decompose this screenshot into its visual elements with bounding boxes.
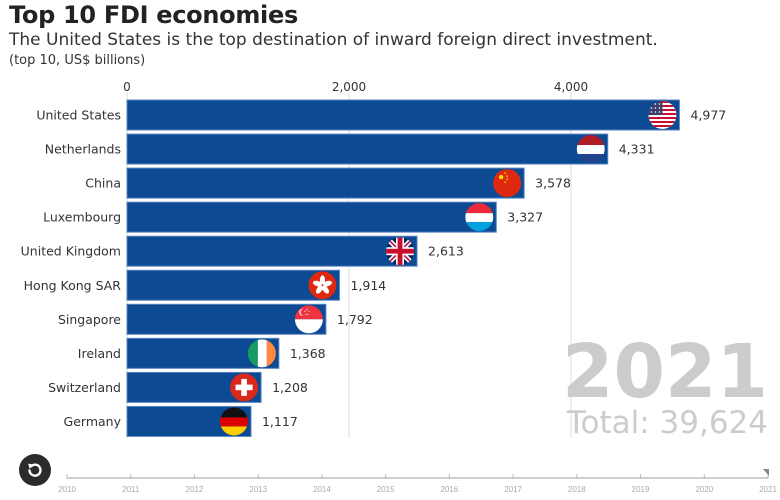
value-label: 1,368 <box>290 346 326 361</box>
replay-button[interactable] <box>19 454 51 486</box>
chart-title: Top 10 FDI economies <box>9 1 298 29</box>
bar-row: Hong Kong SAR 1,914 <box>24 269 386 301</box>
bar <box>126 133 609 165</box>
timeline-year-label[interactable]: 2019 <box>632 485 650 494</box>
bar-row: United States 4,977 <box>36 99 726 131</box>
timeline-year-label[interactable]: 2018 <box>568 485 586 494</box>
uk-flag-icon <box>386 237 415 266</box>
hong-kong-flag-icon <box>308 271 337 300</box>
netherlands-flag-icon <box>576 135 605 164</box>
value-label: 4,331 <box>619 142 655 157</box>
bar <box>126 201 497 233</box>
bar <box>126 269 340 301</box>
value-label: 1,792 <box>337 312 373 327</box>
value-label: 1,208 <box>272 380 308 395</box>
bar-row: Singapore 1,792 <box>58 303 373 335</box>
bar-row: China 3,578 <box>85 167 571 199</box>
bar <box>126 167 525 199</box>
x-tick-label: 0 <box>123 80 131 94</box>
ireland-flag-icon <box>247 339 276 368</box>
value-label: 1,117 <box>262 414 298 429</box>
category-label: Germany <box>64 414 122 429</box>
current-year-label: 2021 <box>562 329 768 415</box>
category-label: Luxembourg <box>43 210 121 225</box>
category-label: China <box>85 176 121 191</box>
category-label: United Kingdom <box>21 244 121 259</box>
timeline-handle[interactable] <box>763 469 769 476</box>
category-label: Netherlands <box>45 142 121 157</box>
germany-flag-icon <box>219 407 248 436</box>
value-label: 3,578 <box>535 176 571 191</box>
bar-row: Netherlands 4,331 <box>45 133 655 165</box>
x-tick-label: 4,000 <box>554 80 588 94</box>
singapore-flag-icon <box>294 305 323 334</box>
timeline-year-label[interactable]: 2021 <box>759 485 777 494</box>
category-label: Switzerland <box>48 380 121 395</box>
timeline-year-label[interactable]: 2016 <box>440 485 458 494</box>
value-label: 1,914 <box>350 278 386 293</box>
bar-row: Ireland 1,368 <box>78 337 326 369</box>
category-label: United States <box>36 108 121 123</box>
timeline-year-label[interactable]: 2014 <box>313 485 331 494</box>
china-flag-icon <box>493 169 522 198</box>
value-label: 2,613 <box>428 244 464 259</box>
timeline-year-label[interactable]: 2013 <box>249 485 267 494</box>
replay-icon <box>28 463 42 477</box>
bar-row: Germany 1,117 <box>64 405 298 437</box>
timeline-year-label[interactable]: 2012 <box>186 485 204 494</box>
bar <box>126 303 327 335</box>
value-label: 4,977 <box>690 108 726 123</box>
category-label: Ireland <box>78 346 121 361</box>
bar-row: United Kingdom 2,613 <box>21 235 464 267</box>
x-tick-label: 2,000 <box>332 80 366 94</box>
timeline-year-label[interactable]: 2011 <box>122 485 140 494</box>
chart-unit-label: (top 10, US$ billions) <box>9 53 146 68</box>
timeline-year-label[interactable]: 2017 <box>504 485 522 494</box>
category-label: Singapore <box>58 312 121 327</box>
us-flag-icon <box>648 101 677 129</box>
timeline-year-label[interactable]: 2020 <box>695 485 713 494</box>
timeline-slider[interactable]: 2010 2011 2012 2013 2014 2015 2016 2017 2018 2019… <box>58 469 777 494</box>
bar <box>126 235 418 267</box>
bar-row: Luxembourg 3,327 <box>43 201 543 233</box>
luxembourg-flag-icon <box>465 203 494 232</box>
bar <box>126 99 680 131</box>
category-label: Hong Kong SAR <box>24 278 122 293</box>
timeline-year-label[interactable]: 2015 <box>377 485 395 494</box>
bar-layer: United States 4,977 Netherlands 4,331 China 3… <box>21 99 726 437</box>
chart-subtitle: The United States is the top destination… <box>9 30 658 50</box>
switzerland-flag-icon <box>230 373 259 402</box>
total-label: Total: 39,624 <box>566 405 768 441</box>
bar-row: Switzerland 1,208 <box>48 371 308 403</box>
timeline-year-label[interactable]: 2010 <box>58 485 76 494</box>
value-label: 3,327 <box>507 210 543 225</box>
